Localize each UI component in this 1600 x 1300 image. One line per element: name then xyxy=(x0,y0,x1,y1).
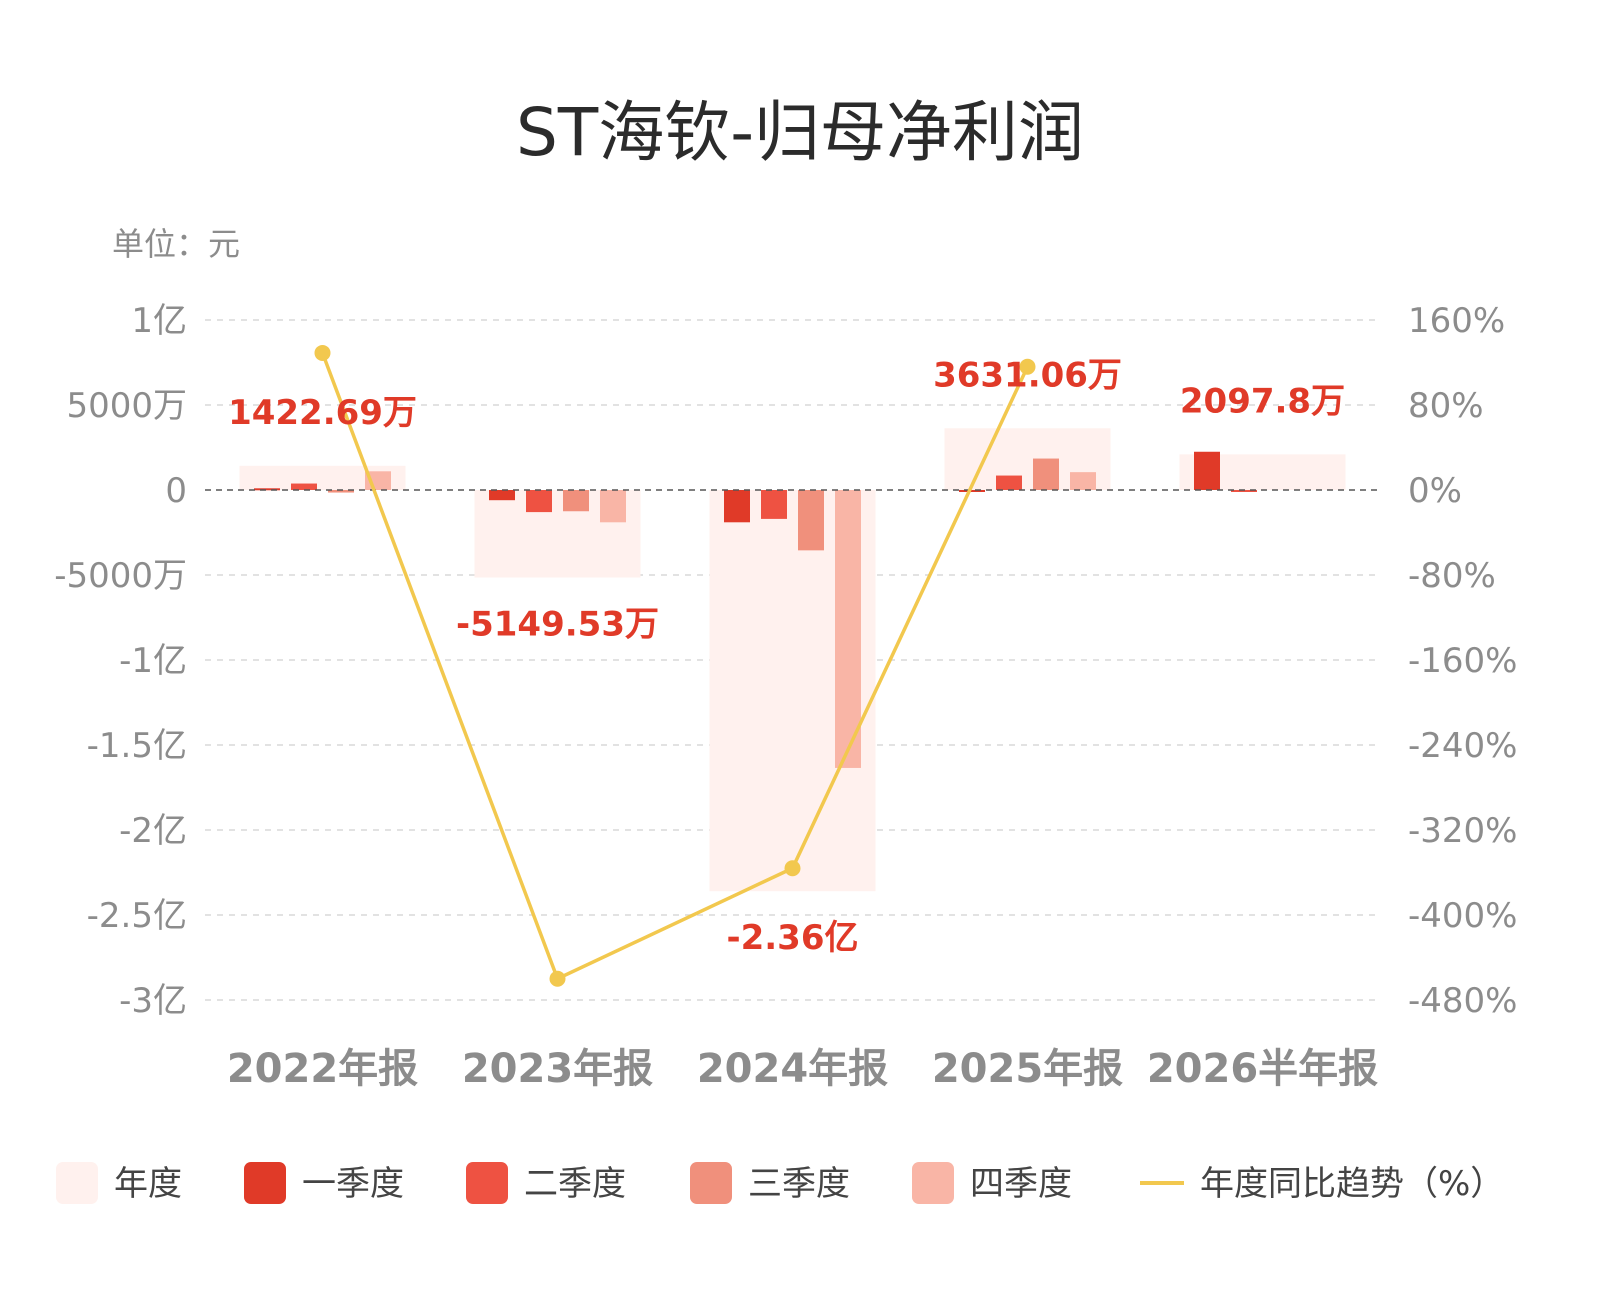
y-right-tick-label: -320% xyxy=(1408,811,1517,851)
y-right-tick-label: 0% xyxy=(1408,471,1462,511)
annual-value-labels: 1422.69万 -5149.53万 -2.36亿 3631.06万 2097.8万 xyxy=(228,355,1345,958)
y-right-tick-label: -80% xyxy=(1408,556,1496,596)
q2-bar xyxy=(291,483,317,490)
y-right-tick-label: -160% xyxy=(1408,641,1517,681)
y-left-tick-label: 1亿 xyxy=(131,301,187,341)
q1-bar xyxy=(1194,451,1220,490)
legend-label: 三季度 xyxy=(748,1164,850,1204)
q1-bar xyxy=(959,490,985,492)
q4-bar xyxy=(1070,472,1096,490)
y-left-tick-label: -3亿 xyxy=(119,981,187,1021)
trend-line-series xyxy=(314,344,1036,987)
y-right-tick-label: 160% xyxy=(1408,301,1505,341)
legend-swatch-annual xyxy=(56,1162,98,1204)
x-tick-label: 2024年报 xyxy=(697,1046,888,1092)
y-left-tick-label: -5000万 xyxy=(54,556,187,596)
quarter-bars xyxy=(254,451,1257,768)
legend-label: 二季度 xyxy=(524,1164,626,1204)
y-left-tick-label: 5000万 xyxy=(66,386,187,426)
annual-value-label: -5149.53万 xyxy=(456,605,659,645)
q3-bar xyxy=(1033,458,1059,490)
trend-point xyxy=(549,970,566,987)
q3-bar xyxy=(798,490,824,551)
y-left-tick-label: -2亿 xyxy=(119,811,187,851)
trend-point xyxy=(314,344,331,361)
q3-bar xyxy=(328,490,354,493)
x-tick-label: 2022年报 xyxy=(227,1046,418,1092)
q1-bar xyxy=(254,488,280,491)
x-tick-label: 2026半年报 xyxy=(1147,1046,1378,1092)
annual-value-label: -2.36亿 xyxy=(727,918,859,958)
q1-bar xyxy=(724,490,750,523)
x-axis: 2022年报 2023年报 2024年报 2025年报 2026半年报 xyxy=(227,1046,1378,1092)
gridlines xyxy=(205,319,1380,1001)
legend-label: 四季度 xyxy=(970,1164,1072,1204)
q2-bar xyxy=(1231,490,1257,492)
trend-point xyxy=(784,860,801,877)
q1-bar xyxy=(489,490,515,501)
legend-label: 一季度 xyxy=(302,1164,404,1204)
y-axis-left: 1亿 5000万 0 -5000万 -1亿 -1.5亿 -2亿 -2.5亿 -3亿 xyxy=(54,301,187,1021)
annual-value-label: 2097.8万 xyxy=(1180,381,1345,421)
q2-bar xyxy=(526,490,552,513)
q4-bar xyxy=(835,490,861,768)
legend-swatch-q4 xyxy=(912,1162,954,1204)
y-left-tick-label: 0 xyxy=(165,471,187,511)
unit-label: 单位：元 xyxy=(112,225,240,263)
q2-bar xyxy=(996,475,1022,490)
legend: 年度 一季度 二季度 三季度 四季度 年度同比趋势（%） xyxy=(56,1162,1504,1204)
x-tick-label: 2023年报 xyxy=(462,1046,653,1092)
q3-bar xyxy=(563,490,589,512)
q2-bar xyxy=(761,490,787,519)
legend-swatch-q2 xyxy=(466,1162,508,1204)
legend-swatch-q3 xyxy=(690,1162,732,1204)
y-left-tick-label: -2.5亿 xyxy=(87,896,187,936)
y-left-tick-label: -1.5亿 xyxy=(87,726,187,766)
legend-swatch-q1 xyxy=(244,1162,286,1204)
y-right-tick-label: 80% xyxy=(1408,386,1484,426)
y-axis-right: 160% 80% 0% -80% -160% -240% -320% -400% -480% xyxy=(1408,301,1517,1021)
trend-line xyxy=(320,352,1030,982)
legend-label: 年度 xyxy=(114,1164,182,1204)
y-right-tick-label: -400% xyxy=(1408,896,1517,936)
trend-point xyxy=(1019,358,1036,375)
legend-label: 年度同比趋势（%） xyxy=(1200,1164,1504,1204)
q4-bar xyxy=(600,490,626,523)
y-right-tick-label: -480% xyxy=(1408,981,1517,1021)
annual-value-label: 1422.69万 xyxy=(228,393,417,433)
y-right-tick-label: -240% xyxy=(1408,726,1517,766)
y-left-tick-label: -1亿 xyxy=(119,641,187,681)
chart-title: ST海钦-归母净利润 xyxy=(516,94,1084,171)
annual-value-label: 3631.06万 xyxy=(933,355,1122,395)
x-tick-label: 2025年报 xyxy=(932,1046,1123,1092)
